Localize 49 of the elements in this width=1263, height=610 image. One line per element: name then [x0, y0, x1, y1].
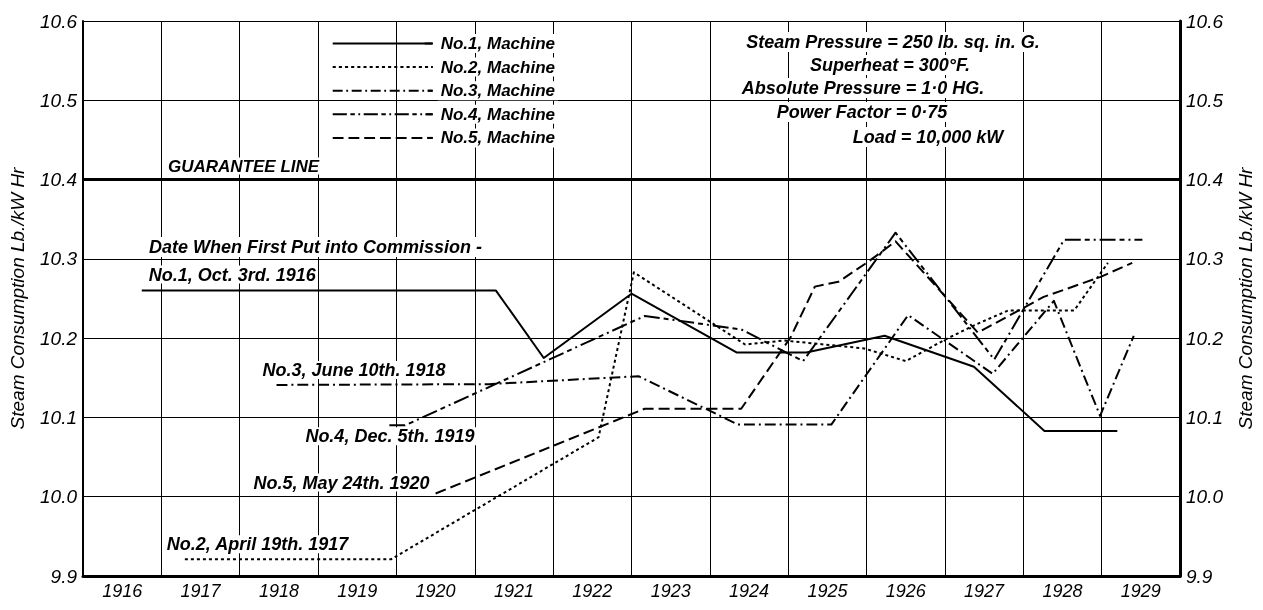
annotation: Steam Pressure = 250 lb. sq. in. G.: [746, 32, 1040, 52]
y2-tick-label: 10.5: [1186, 89, 1224, 111]
y-tick-label: 10.5: [40, 89, 78, 111]
legend-label: No.4, Machine: [440, 104, 556, 124]
y2-tick-label: 10.4: [1186, 169, 1223, 191]
legend-label: No.3, Machine: [440, 81, 556, 101]
x-tick-label: 1926: [885, 581, 927, 601]
legend-label: No.2, Machine: [440, 57, 556, 77]
legend-label: No.5, Machine: [440, 128, 556, 148]
x-tick-label: 1925: [807, 581, 849, 601]
annotation: No.4, Dec. 5th. 1919: [305, 426, 475, 447]
ref-line-label: GUARANTEE LINE: [168, 156, 320, 176]
x-tick-label: 1923: [650, 581, 691, 601]
annotation: Absolute Pressure = 1·0 HG.: [740, 78, 985, 98]
annotation: No.5, May 24th. 1920: [253, 472, 430, 493]
annotation: No.1, Oct. 3rd. 1916: [148, 264, 317, 285]
y2-tick-label: 9.9: [1186, 565, 1213, 587]
x-tick-label: 1916: [102, 581, 144, 601]
y-tick-label: 10.3: [40, 248, 78, 270]
annotation: No.2, April 19th. 1917: [166, 534, 350, 555]
y-tick-label: 10.1: [40, 406, 77, 428]
y2-tick-label: 10.1: [1186, 406, 1223, 428]
annotation: Power Factor = 0·75: [776, 102, 949, 122]
y-tick-label: 10.2: [40, 327, 78, 349]
y-tick-label: 10.4: [40, 169, 77, 191]
y2-tick-label: 10.2: [1186, 327, 1224, 349]
x-tick-label: 1927: [964, 581, 1006, 601]
annotation: Date When First Put into Commission -: [149, 237, 483, 257]
x-tick-label: 1917: [180, 581, 222, 601]
x-tick-label: 1924: [729, 581, 770, 601]
x-tick-label: 1918: [258, 581, 299, 601]
y-axis-title: Steam Consumption Lb./kW Hr: [7, 166, 28, 430]
x-tick-label: 1922: [572, 581, 613, 601]
x-tick-label: 1928: [1042, 581, 1083, 601]
x-tick-label: 1920: [415, 581, 456, 601]
y2-tick-label: 10.0: [1186, 486, 1224, 508]
annotation: Superheat = 300°F.: [810, 55, 970, 75]
x-tick-label: 1929: [1120, 581, 1161, 601]
y2-tick-label: 10.6: [1186, 10, 1224, 32]
y-tick-label: 9.9: [50, 565, 78, 587]
y2-tick-label: 10.3: [1186, 248, 1224, 270]
x-tick-label: 1919: [337, 581, 378, 601]
y-tick-label: 10.0: [40, 486, 78, 508]
y2-axis-title: Steam Consumption Lb./kW Hr: [1235, 166, 1256, 430]
legend-label: No.1, Machine: [440, 34, 556, 53]
annotation: Load = 10,000 kW: [852, 127, 1006, 147]
annotation: No.3, June 10th. 1918: [262, 359, 446, 380]
y-tick-label: 10.6: [40, 10, 78, 32]
x-tick-label: 1921: [493, 581, 534, 601]
